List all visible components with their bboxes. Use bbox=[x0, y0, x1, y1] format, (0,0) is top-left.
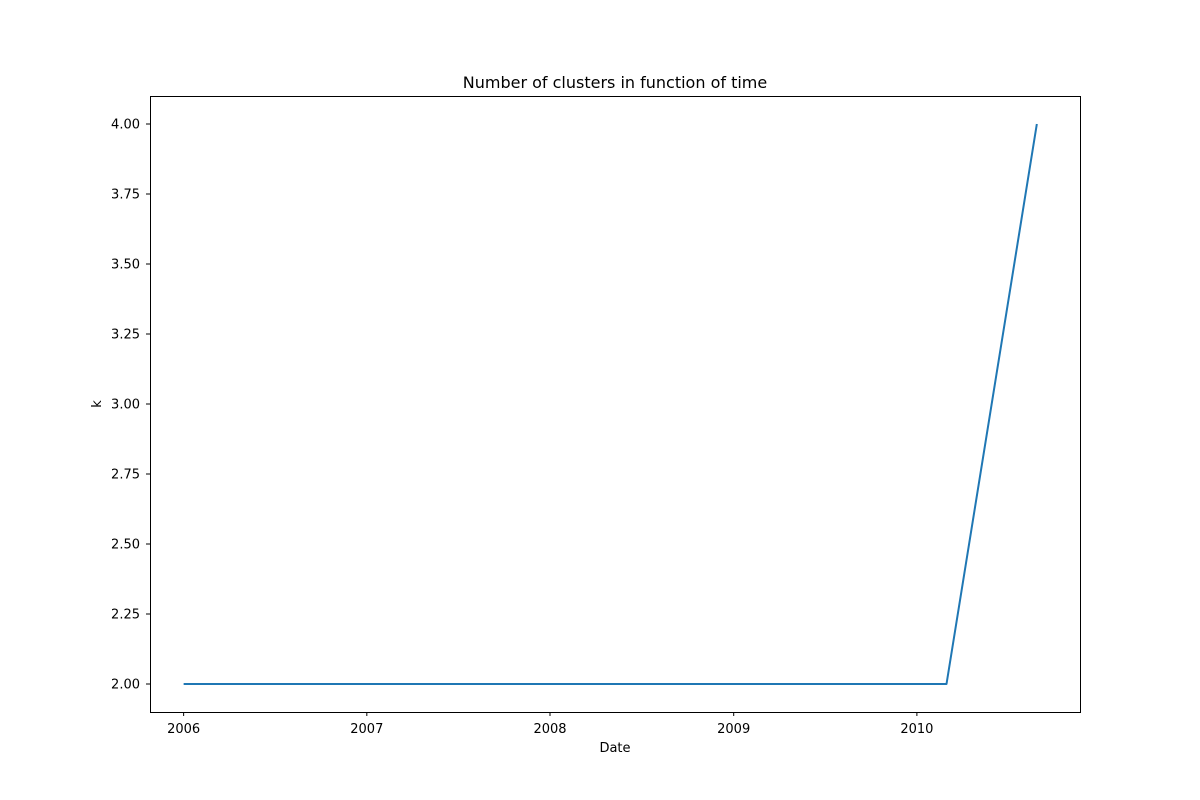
y-tick-label: 2.75 bbox=[111, 468, 140, 483]
y-tick: 3.00 bbox=[111, 398, 150, 413]
y-tick: 3.25 bbox=[111, 328, 150, 343]
series-layer bbox=[183, 123, 1038, 685]
x-tick: 2006 bbox=[167, 712, 200, 737]
y-axis: 2.00 2.25 2.50 2.75 3.00 3.25 3.50 3.75 4.00 bbox=[111, 118, 150, 693]
y-axis-label: k bbox=[90, 400, 105, 408]
y-tick: 2.00 bbox=[111, 678, 150, 693]
y-tick-label: 2.50 bbox=[111, 538, 140, 553]
y-tick: 2.50 bbox=[111, 538, 150, 553]
y-tick: 3.50 bbox=[111, 258, 150, 273]
plot-area bbox=[150, 96, 1081, 713]
y-tick-label: 4.00 bbox=[111, 118, 140, 133]
chart-title: Number of clusters in function of time bbox=[463, 73, 767, 92]
x-tick-label: 2009 bbox=[717, 722, 750, 737]
y-tick: 4.00 bbox=[111, 118, 150, 133]
y-tick-label: 2.25 bbox=[111, 608, 140, 623]
x-axis: 2006 2007 2008 2009 2010 bbox=[167, 712, 933, 737]
x-tick: 2007 bbox=[350, 712, 383, 737]
y-tick-label: 3.50 bbox=[111, 258, 140, 273]
y-tick-label: 3.25 bbox=[111, 328, 140, 343]
x-axis-label: Date bbox=[599, 741, 630, 756]
series-line-0 bbox=[183, 123, 1038, 685]
x-tick-label: 2008 bbox=[533, 722, 566, 737]
y-tick-label: 3.75 bbox=[111, 188, 140, 203]
x-tick: 2010 bbox=[900, 712, 933, 737]
y-tick-label: 3.00 bbox=[111, 398, 140, 413]
y-tick: 2.25 bbox=[111, 608, 150, 623]
x-tick-label: 2006 bbox=[167, 722, 200, 737]
x-tick: 2009 bbox=[717, 712, 750, 737]
y-tick: 2.75 bbox=[111, 468, 150, 483]
x-tick-label: 2007 bbox=[350, 722, 383, 737]
y-tick: 3.75 bbox=[111, 188, 150, 203]
x-tick-label: 2010 bbox=[900, 722, 933, 737]
axes-frame bbox=[150, 96, 1081, 713]
y-tick-label: 2.00 bbox=[111, 678, 140, 693]
x-tick: 2008 bbox=[533, 712, 567, 737]
